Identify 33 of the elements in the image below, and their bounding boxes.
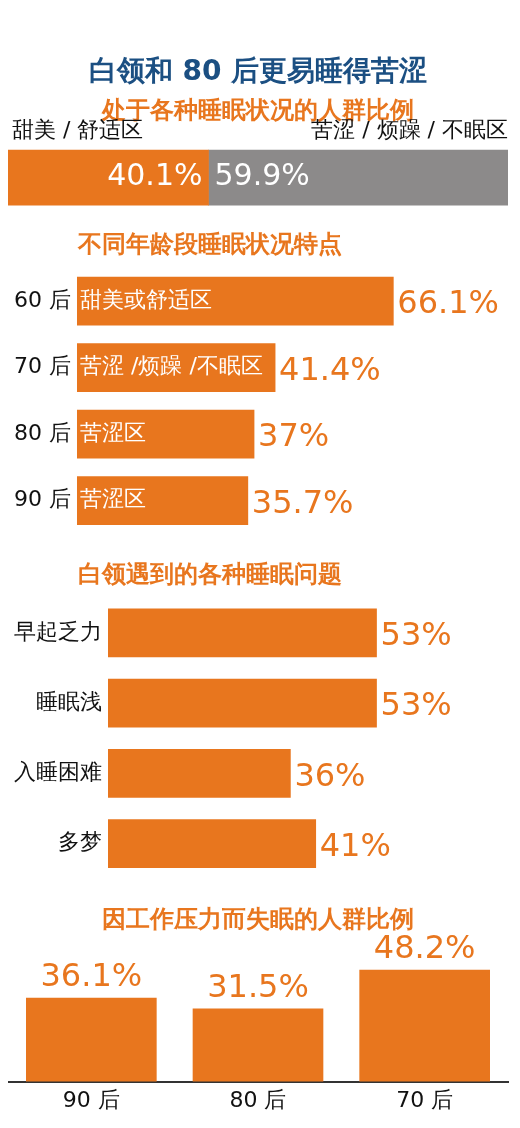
y-tick-label: 多梦 [58,829,102,855]
bar [76,276,394,326]
y-tick-label: 入睡困难 [14,759,102,785]
bar [76,476,249,525]
x-tick-label: 80 后 [229,1086,287,1112]
x-tick-label: 90 后 [62,1086,120,1112]
data-label: 53% [380,685,452,724]
y-tick-label: 60 后 [13,286,71,312]
data-label: 36% [294,755,366,794]
y-tick-label: 70 后 [13,353,71,379]
data-label: 59.9% [214,157,310,193]
data-label: 37% [258,416,330,455]
chart-title: 白领和 80 后更易睡得苦涩 [88,54,428,88]
data-label: 35.7% [251,482,354,521]
x-tick-label: 70 后 [396,1086,454,1112]
data-label: 41.4% [279,349,381,388]
data-label: 40.1% [107,157,203,193]
y-tick-label: 睡眠浅 [36,688,102,714]
data-label: 53% [380,615,452,654]
annotation: 苦涩 /烦躁 /不眠区 [79,353,263,379]
chart-title: 白领遇到的各种睡眠问题 [78,559,342,588]
y-tick-label: 80 后 [13,419,71,445]
bar [76,409,255,459]
annotation: 苦涩区 [79,486,146,512]
chart-title: 不同年龄段睡眠状况特点 [77,229,342,258]
y-tick-label: 90 后 [13,486,71,512]
annotation: 甜美或舒适区 [79,286,212,312]
annotation: 苦涩区 [79,419,146,445]
data-label: 41% [319,825,391,864]
data-label: 66.1% [397,283,499,322]
data-label: 36.1% [40,956,143,995]
y-tick-label: 早起乏力 [14,618,102,644]
data-label: 31.5% [207,967,309,1006]
